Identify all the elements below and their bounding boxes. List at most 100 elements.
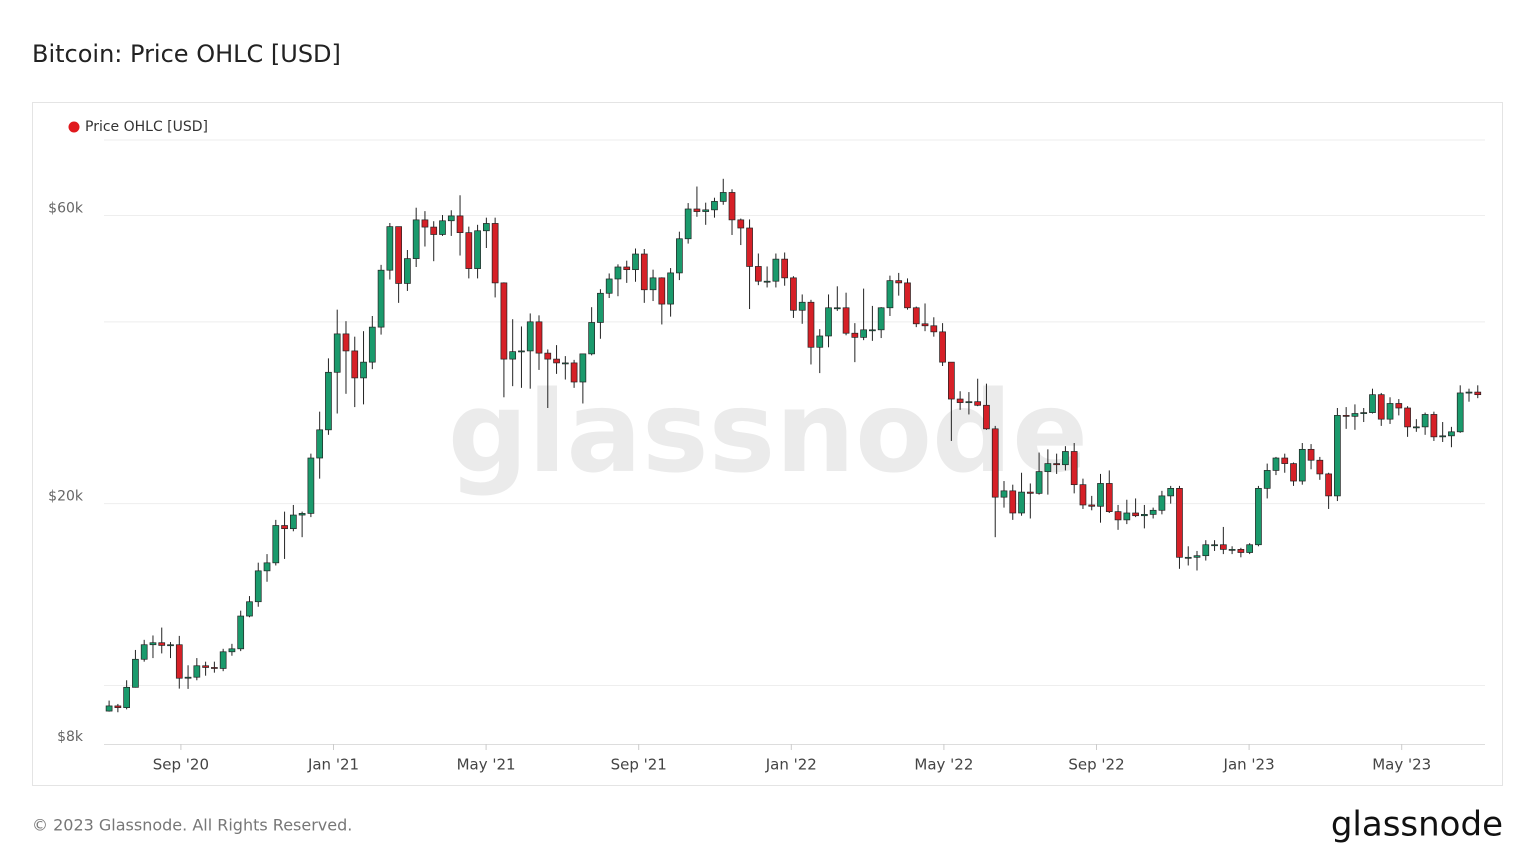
candle-body [211,667,218,669]
candle-body [316,429,324,459]
candle-body [202,665,209,668]
candle-body [167,644,174,647]
candle-body [1149,509,1157,515]
candle-body [254,570,262,603]
y-tick-label: $20k [48,489,84,505]
candle-body [281,525,288,530]
candle-body [1281,457,1289,464]
candle-body [272,525,280,564]
candle-body [1448,431,1455,437]
candle-body [509,351,517,360]
candle-body [1184,556,1192,559]
candle-body [737,219,745,229]
candle-body [676,238,683,274]
candle-body [1070,451,1078,486]
legend-marker [68,121,80,133]
candle-body [1325,473,1332,497]
candle-body [667,272,674,305]
candle-body [1342,415,1350,417]
candle-body [588,322,595,355]
candle-body [456,215,464,233]
candle-body [781,258,789,279]
candle-body [114,705,122,708]
candle-body [1053,463,1060,466]
candle-body [597,292,604,323]
candle-body [983,404,990,430]
candle-body [561,362,569,365]
x-tick-label: Sep '22 [1068,756,1124,774]
candle-body [1018,491,1025,514]
candle-body [790,277,797,311]
candle-body [754,266,762,282]
candle-body [1211,544,1218,547]
candle-body [404,258,411,284]
candle-body [956,398,964,403]
candle-body [447,215,455,222]
x-tick-label: Jan '21 [307,756,359,774]
candle-body [1298,448,1306,482]
candle-body [1097,483,1104,507]
x-tick-label: May '22 [914,756,973,774]
candle-body [553,358,560,364]
legend-label: Price OHLC [USD] [85,119,208,135]
candle-body [483,223,490,232]
candle-body [1228,549,1236,551]
candle-body [158,642,166,646]
candle-body [412,219,420,259]
candle-body [430,226,438,235]
candle-body [368,326,376,363]
candle-body [719,192,727,202]
candle-body [649,277,657,291]
candle-body [570,362,578,383]
candle-body [1272,457,1280,471]
candle-body [289,514,297,530]
candle-body [123,686,130,708]
candle-body [1395,403,1403,409]
candle-body [825,307,832,337]
candle-body [640,253,648,291]
candle-body [474,230,481,269]
candle-body [632,253,639,271]
x-tick-label: May '21 [457,756,516,774]
candle-body [1263,470,1271,489]
candle-body [1009,490,1017,514]
candle-body [1237,549,1245,553]
candle-body [833,307,841,310]
candle-body [1316,459,1324,475]
candle-body [526,321,534,352]
candle-body [518,350,525,353]
x-tick-label: Sep '21 [611,756,667,774]
candle-body [1456,392,1464,433]
candle-body [351,350,359,379]
candle-body [1412,426,1420,429]
candle-body [105,705,113,712]
candle-body [1421,414,1429,428]
candle-body [1351,413,1359,417]
candle-body [746,227,753,267]
candle-body [263,562,271,572]
candle-body [807,301,815,348]
candle-body [798,301,806,311]
candle-body [1290,463,1297,482]
y-tick-label: $60k [48,200,84,216]
candle-body [1035,471,1043,494]
candle-body [842,307,850,334]
candle-body [491,223,499,284]
footer: © 2023 Glassnode. All Rights Reserved. [32,816,352,835]
y-tick-label: $8k [57,729,84,745]
candle-body [237,615,245,650]
candle-body [140,644,148,660]
candle-body [904,282,911,309]
candle-body [1386,403,1394,420]
candle-body [193,665,201,678]
candle-body [816,335,824,348]
candle-body [1255,488,1262,546]
candle-body [1334,415,1341,497]
candle-body [1079,484,1087,506]
candle-body [360,361,367,379]
candle-body [1439,435,1447,438]
candle-body [772,258,780,282]
candle-body [614,266,622,280]
candle-body [921,323,929,327]
x-tick-label: Jan '22 [765,756,817,774]
